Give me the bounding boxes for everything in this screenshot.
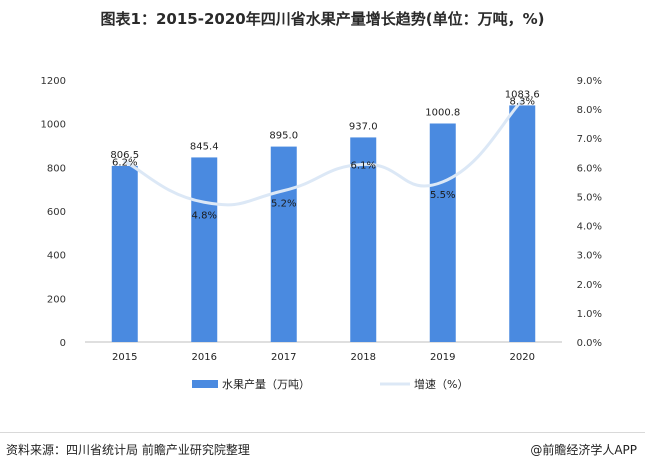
category-label: 2016 xyxy=(192,352,217,363)
category-label: 2015 xyxy=(112,352,137,363)
right-axis-tick: 6.0% xyxy=(577,163,602,174)
growth-value-label: 6.1% xyxy=(351,160,376,171)
legend-bar-swatch xyxy=(192,380,218,388)
bar-value-label: 1083.6 xyxy=(505,89,540,100)
bar-value-label: 806.5 xyxy=(110,150,139,161)
bar xyxy=(270,146,297,342)
legend: 水果产量（万吨） 增速（%） xyxy=(192,377,468,391)
legend-line-label: 增速（%） xyxy=(414,377,468,391)
growth-value-label: 5.5% xyxy=(430,190,455,201)
left-axis-tick: 0 xyxy=(60,338,66,349)
footer-divider xyxy=(0,432,645,433)
category-label: 2017 xyxy=(271,352,296,363)
right-axis-tick: 0.0% xyxy=(577,338,602,349)
right-axis-tick: 5.0% xyxy=(577,192,602,203)
category-labels: 2015 2016 2017 2018 2019 2020 xyxy=(112,352,535,363)
line-series xyxy=(123,98,524,207)
bar xyxy=(429,123,456,342)
right-axis-tick: 9.0% xyxy=(577,76,602,87)
left-axis-tick: 1200 xyxy=(41,76,66,87)
bar-value-label: 937.0 xyxy=(349,121,378,132)
right-axis-tick: 3.0% xyxy=(577,251,602,262)
bar xyxy=(111,165,138,342)
data-labels: 806.5 845.4 895.0 937.0 1000.8 1083.6 6.2% 4.8%… xyxy=(110,89,539,221)
right-axis-tick: 1.0% xyxy=(577,309,602,320)
bar-value-label: 845.4 xyxy=(190,141,219,152)
right-axis: 0.0% 1.0% 2.0% 3.0% 4.0% 5.0% 6.0% 7.0% 8.0% 9.0% xyxy=(577,76,602,349)
bar xyxy=(509,105,536,342)
bar-series xyxy=(111,105,536,342)
bar-value-label: 1000.8 xyxy=(425,107,460,118)
bar xyxy=(191,157,218,342)
category-label: 2018 xyxy=(351,352,376,363)
left-axis-tick: 600 xyxy=(47,207,66,218)
source-note: 资料来源：四川省统计局 前瞻产业研究院整理 xyxy=(6,443,250,457)
bar-value-label: 895.0 xyxy=(269,131,298,142)
category-label: 2019 xyxy=(430,352,455,363)
right-axis-tick: 2.0% xyxy=(577,280,602,291)
growth-value-label: 6.2% xyxy=(112,158,137,169)
chart-title: 图表1：2015-2020年四川省水果产量增长趋势(单位：万吨，%) xyxy=(100,10,545,28)
left-axis-tick: 1000 xyxy=(41,120,66,131)
bar xyxy=(350,137,377,342)
right-axis-tick: 4.0% xyxy=(577,222,602,233)
category-label: 2020 xyxy=(510,352,535,363)
growth-line xyxy=(123,98,524,207)
growth-value-label: 5.2% xyxy=(271,199,296,210)
left-axis-tick: 400 xyxy=(47,251,66,262)
right-axis-tick: 7.0% xyxy=(577,134,602,145)
brand-credit: @前瞻经济学人APP xyxy=(530,443,637,457)
legend-bar-label: 水果产量（万吨） xyxy=(222,377,310,391)
growth-value-label: 4.8% xyxy=(192,210,217,221)
left-axis: 0 200 400 600 800 1000 1200 xyxy=(41,76,562,349)
growth-value-label: 8.3% xyxy=(510,96,535,107)
right-axis-tick: 8.0% xyxy=(577,105,602,116)
left-axis-tick: 800 xyxy=(47,163,66,174)
left-axis-tick: 200 xyxy=(47,294,66,305)
